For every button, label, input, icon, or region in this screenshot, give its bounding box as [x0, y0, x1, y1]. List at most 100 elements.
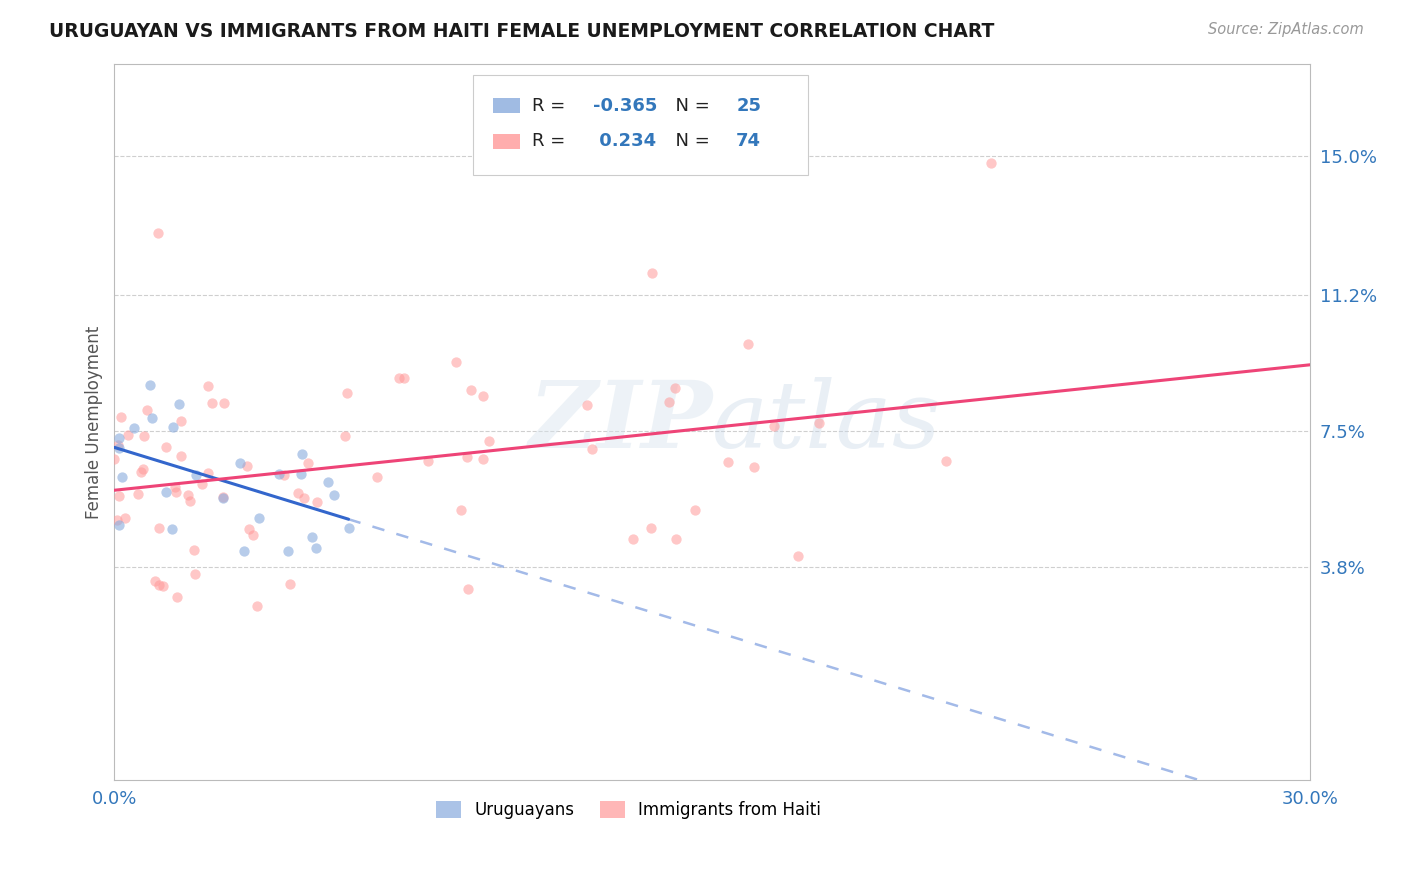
- Point: [212, 491, 235, 506]
- Point: [132, 429, 155, 443]
- Legend: Uruguayans, Immigrants from Haiti: Uruguayans, Immigrants from Haiti: [430, 794, 828, 826]
- Point: [575, 398, 598, 412]
- Point: [287, 485, 309, 500]
- Point: [456, 450, 478, 464]
- FancyBboxPatch shape: [472, 75, 808, 175]
- Point: [170, 414, 193, 428]
- Text: N =: N =: [665, 96, 716, 114]
- Point: [105, 513, 128, 527]
- Point: [305, 541, 328, 555]
- Point: [457, 582, 479, 597]
- Point: [665, 533, 688, 547]
- Text: Source: ZipAtlas.com: Source: ZipAtlas.com: [1208, 22, 1364, 37]
- Y-axis label: Female Unemployment: Female Unemployment: [86, 326, 103, 519]
- Point: [232, 544, 254, 558]
- Point: [176, 488, 198, 502]
- Text: 74: 74: [737, 132, 761, 151]
- Point: [179, 494, 201, 508]
- Point: [247, 511, 270, 525]
- Point: [242, 528, 264, 542]
- Point: [641, 267, 664, 281]
- Point: [122, 421, 145, 435]
- Point: [163, 480, 186, 494]
- Point: [297, 456, 319, 470]
- Point: [640, 521, 662, 535]
- Point: [129, 465, 152, 479]
- Point: [107, 517, 129, 532]
- Point: [278, 577, 301, 591]
- Point: [717, 455, 740, 469]
- Point: [139, 377, 162, 392]
- Point: [762, 418, 785, 433]
- Text: atlas: atlas: [713, 377, 942, 467]
- Point: [683, 502, 706, 516]
- Point: [107, 438, 129, 452]
- Point: [273, 467, 295, 482]
- FancyBboxPatch shape: [494, 134, 520, 149]
- Point: [807, 417, 830, 431]
- Point: [444, 355, 467, 369]
- Point: [212, 396, 235, 410]
- Point: [450, 503, 472, 517]
- Point: [146, 226, 169, 240]
- Point: [114, 511, 136, 525]
- Point: [337, 521, 360, 535]
- Point: [787, 549, 810, 563]
- Text: 0.234: 0.234: [593, 132, 655, 151]
- Point: [162, 420, 184, 434]
- Point: [478, 434, 501, 448]
- Point: [108, 489, 131, 503]
- Point: [127, 486, 149, 500]
- Point: [155, 440, 177, 454]
- Point: [305, 494, 328, 508]
- Point: [148, 521, 170, 535]
- Point: [170, 449, 193, 463]
- Point: [229, 456, 252, 470]
- Point: [581, 442, 603, 456]
- Point: [166, 591, 188, 605]
- Point: [301, 530, 323, 544]
- Point: [152, 579, 174, 593]
- Point: [472, 389, 495, 403]
- Point: [323, 488, 346, 502]
- Point: [236, 458, 259, 473]
- Point: [107, 431, 129, 445]
- Point: [291, 447, 314, 461]
- Point: [132, 462, 155, 476]
- Point: [935, 454, 957, 468]
- Point: [292, 491, 315, 505]
- Point: [277, 543, 299, 558]
- Text: URUGUAYAN VS IMMIGRANTS FROM HAITI FEMALE UNEMPLOYMENT CORRELATION CHART: URUGUAYAN VS IMMIGRANTS FROM HAITI FEMAL…: [49, 22, 994, 41]
- Text: -0.365: -0.365: [593, 96, 657, 114]
- Text: ZIP: ZIP: [529, 377, 713, 467]
- Point: [110, 409, 132, 424]
- Point: [155, 484, 177, 499]
- Point: [246, 599, 269, 614]
- Point: [658, 394, 681, 409]
- Point: [197, 467, 219, 481]
- Point: [333, 429, 356, 443]
- Point: [197, 379, 219, 393]
- Point: [388, 371, 411, 385]
- Point: [184, 567, 207, 582]
- Point: [183, 543, 205, 558]
- Point: [742, 459, 765, 474]
- Point: [107, 441, 129, 455]
- Point: [117, 428, 139, 442]
- Point: [111, 469, 134, 483]
- Point: [186, 467, 208, 482]
- Point: [269, 467, 291, 481]
- Point: [980, 156, 1002, 170]
- Point: [664, 381, 686, 395]
- Point: [418, 454, 440, 468]
- Text: N =: N =: [665, 132, 716, 151]
- Text: 25: 25: [737, 96, 761, 114]
- Point: [238, 522, 260, 536]
- Point: [136, 402, 159, 417]
- Point: [141, 411, 163, 425]
- Point: [392, 371, 415, 385]
- Point: [167, 396, 190, 410]
- Point: [460, 383, 482, 397]
- Text: R =: R =: [531, 132, 571, 151]
- Point: [472, 451, 495, 466]
